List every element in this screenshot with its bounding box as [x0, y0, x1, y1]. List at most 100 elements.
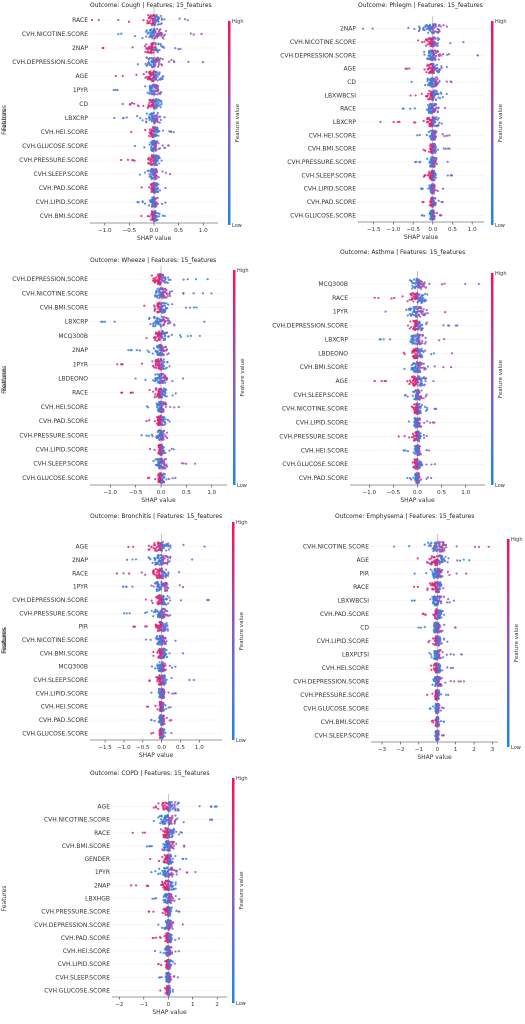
- feature-label: LBXCRP: [65, 115, 88, 122]
- shap-point: [416, 419, 420, 423]
- shap-point: [450, 366, 453, 369]
- shap-point: [161, 404, 164, 407]
- shap-point: [156, 120, 159, 123]
- shap-point: [434, 44, 437, 47]
- shap-point: [154, 205, 157, 208]
- shap-point: [148, 476, 151, 479]
- shap-point: [151, 93, 154, 96]
- colorbar-low-label: Low: [495, 483, 505, 489]
- shap-point: [152, 347, 155, 350]
- shap-point: [412, 434, 416, 437]
- shap-point: [121, 74, 124, 78]
- shap-point: [152, 84, 155, 87]
- shap-panel-5: Outcome: Bronchitis | Features: 15_featu…: [1, 513, 248, 759]
- shap-point: [153, 114, 157, 117]
- shap-point: [432, 199, 435, 203]
- shap-point: [430, 205, 433, 208]
- shap-point: [161, 628, 164, 632]
- shap-point: [151, 364, 155, 368]
- shap-point: [151, 201, 155, 204]
- shap-point: [429, 122, 432, 126]
- shap-point: [156, 573, 159, 576]
- shap-point: [393, 296, 396, 300]
- shap-point: [430, 77, 433, 81]
- shap-point: [407, 26, 410, 30]
- shap-point: [432, 210, 435, 213]
- shap-point: [417, 362, 420, 365]
- shap-point: [166, 595, 169, 598]
- shap-point: [148, 21, 151, 24]
- shap-point: [404, 393, 407, 396]
- shap-point: [420, 463, 423, 466]
- shap-point: [159, 273, 163, 276]
- shap-point: [431, 50, 434, 53]
- shap-point: [412, 336, 415, 339]
- shap-point: [154, 49, 157, 52]
- shap-point: [147, 548, 150, 551]
- shap-point: [164, 561, 167, 564]
- shap-point: [120, 158, 123, 162]
- feature-label: CVH.BMI.SCORE: [308, 146, 356, 153]
- shap-point: [434, 202, 438, 205]
- shap-point: [165, 302, 168, 305]
- shap-point: [437, 199, 440, 202]
- feature-label: 1PYR: [73, 361, 88, 368]
- shap-point: [165, 574, 168, 577]
- shap-point: [168, 130, 171, 133]
- x-tick-label: −1.0: [103, 490, 117, 496]
- shap-point: [156, 104, 160, 107]
- shap-point: [428, 170, 431, 173]
- shap-point: [157, 589, 161, 592]
- feature-label: CVH.PRESSURE.SCORE: [19, 432, 88, 439]
- shap-point: [151, 141, 154, 144]
- shap-point: [159, 562, 162, 565]
- shap-point: [117, 18, 120, 21]
- shap-point: [429, 49, 432, 52]
- shap-point: [412, 390, 415, 393]
- shap-point: [126, 558, 129, 561]
- shap-point: [427, 449, 430, 452]
- shap-point: [141, 119, 144, 122]
- x-tick-label: 0.5: [182, 490, 191, 496]
- shap-point: [435, 116, 438, 119]
- shap-point: [424, 38, 428, 41]
- shap-point: [155, 588, 158, 591]
- shap-point: [157, 134, 160, 137]
- shap-point: [438, 23, 441, 27]
- shap-point: [433, 365, 436, 368]
- x-tick-label: 1.0: [199, 228, 208, 234]
- shap-point: [433, 58, 437, 62]
- shap-point: [155, 19, 159, 22]
- shap-point: [147, 434, 150, 437]
- shap-point: [147, 169, 151, 172]
- shap-point: [425, 308, 428, 312]
- shap-point: [157, 215, 161, 218]
- shap-point: [169, 278, 172, 281]
- shap-point: [163, 582, 166, 585]
- shap-point: [435, 130, 438, 133]
- shap-point: [156, 415, 160, 419]
- shap-point: [426, 408, 429, 411]
- shap-point: [418, 297, 422, 300]
- feature-label: CVH.HEI.SCORE: [41, 129, 88, 136]
- shap-point: [433, 462, 437, 466]
- shap-point: [151, 35, 154, 38]
- shap-point: [409, 313, 413, 316]
- shap-point: [163, 475, 166, 479]
- shap-point: [418, 133, 421, 137]
- shap-point: [170, 290, 174, 293]
- panel-title: Outcome: Asthma | Features: 15_features: [340, 249, 465, 256]
- feature-label: AGE: [76, 544, 89, 551]
- shap-point: [156, 218, 159, 221]
- shap-point: [435, 163, 438, 166]
- x-tick-label: −0.5: [129, 490, 143, 496]
- shap-point: [448, 147, 451, 150]
- shap-point: [422, 119, 425, 123]
- feature-label: 1PYR: [333, 309, 348, 316]
- colorbar-high-label: High: [495, 271, 507, 277]
- shap-point: [415, 481, 418, 484]
- colorbar-low-label: Low: [495, 223, 505, 229]
- feature-label: CVH.DEPRESSION.SCORE: [12, 597, 88, 604]
- shap-point: [167, 571, 170, 574]
- shap-point: [426, 83, 429, 87]
